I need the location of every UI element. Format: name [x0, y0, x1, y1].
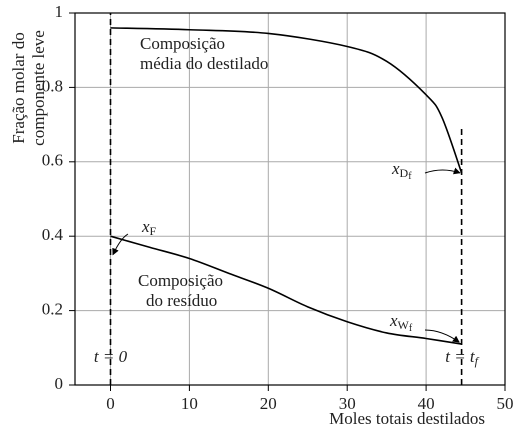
y-axis-label-line: componente leve	[29, 30, 48, 146]
y-tick-label: 0	[55, 374, 64, 393]
marker-label: t = 0	[94, 347, 128, 366]
annotation-sub: D	[400, 166, 409, 180]
x-tick-label: 50	[497, 394, 514, 413]
annotation-base: x	[141, 217, 150, 236]
y-tick-label: 0.4	[42, 225, 64, 244]
annotation-subsub: f	[409, 323, 413, 334]
x-tick-label: 0	[106, 394, 115, 413]
y-axis-label: Fração molar do componente leve	[9, 30, 48, 146]
series-label: do resíduo	[146, 291, 217, 310]
x-axis-label: Moles totais destilados	[329, 409, 485, 428]
x-tick-label: 30	[339, 394, 356, 413]
plot-frame	[74, 12, 506, 386]
annotation-sub: F	[150, 224, 157, 238]
x-tick-label: 20	[260, 394, 277, 413]
annotation-subsub: f	[408, 171, 412, 182]
annotation-sub: W	[398, 318, 410, 332]
y-axis-label-line: Fração molar do	[9, 32, 28, 143]
annotation: xDf	[391, 159, 412, 182]
y-tick-label: 0.2	[42, 300, 63, 319]
annotation-arrow	[112, 233, 129, 256]
x-tick-label: 40	[418, 394, 435, 413]
marker-label-text: t = t	[445, 347, 476, 366]
y-tick-label: 0.8	[42, 76, 63, 95]
series-label: média do destilado	[140, 54, 268, 73]
annotation: xWf	[389, 311, 413, 334]
annotation: xF	[141, 217, 157, 238]
annotation-arrow	[424, 167, 461, 175]
line	[110, 27, 463, 174]
marker-label: t = tf	[445, 347, 479, 368]
annotation-base: x	[389, 311, 398, 330]
line	[110, 235, 462, 345]
annotation-base: x	[391, 159, 400, 178]
series-label: Composição	[140, 34, 225, 53]
y-tick-label: 0.6	[42, 151, 63, 170]
x-tick-label: 10	[181, 394, 198, 413]
annotation-arrow	[424, 329, 460, 343]
marker-label-text: t = 0	[94, 347, 128, 366]
y-tick-label: 1	[55, 2, 64, 21]
marker-label-sub: f	[475, 354, 480, 368]
series-label: Composição	[138, 271, 223, 290]
